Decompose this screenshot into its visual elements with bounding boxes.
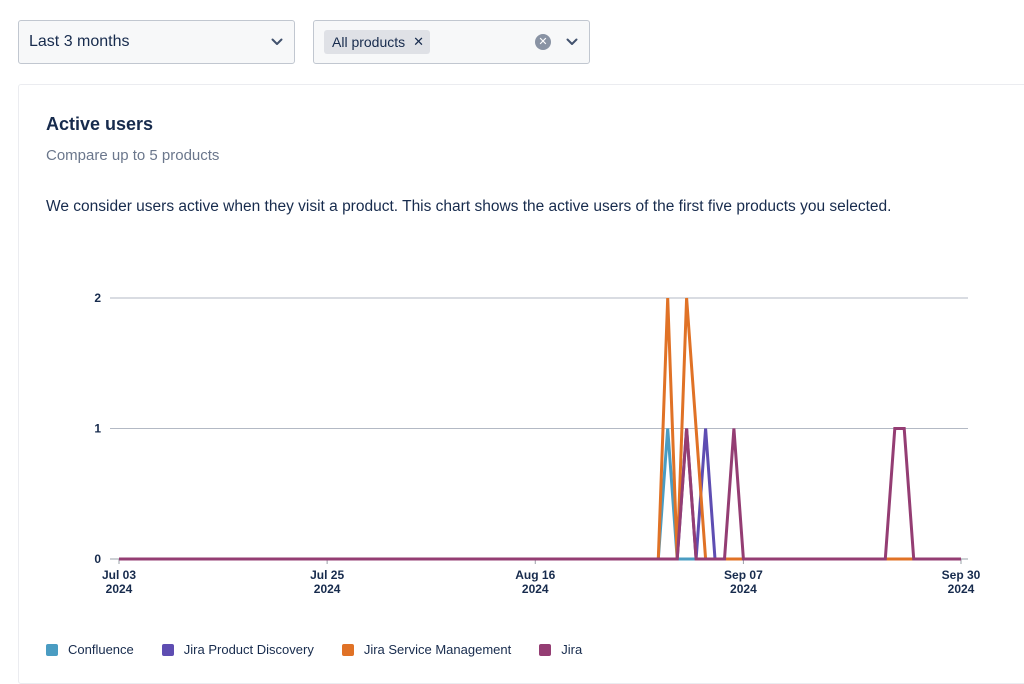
x-tick-label: Jul 25 (310, 568, 344, 582)
clear-selection-icon[interactable]: ✕ (535, 34, 551, 50)
legend-swatch (341, 643, 354, 656)
x-tick-label: Jul 03 (102, 568, 136, 582)
x-tick-year-label: 2024 (730, 582, 757, 596)
x-tick-year-label: 2024 (522, 582, 549, 596)
series-line-jira-service-management (119, 297, 961, 561)
card-subtitle: Compare up to 5 products (46, 147, 220, 164)
chevron-down-icon[interactable] (565, 35, 579, 49)
remove-tag-icon[interactable]: ✕ (413, 34, 425, 49)
series-line-confluence (119, 428, 961, 561)
series-line-jira-product-discovery (119, 428, 961, 561)
legend-label: Jira Product Discovery (183, 642, 314, 657)
product-tag: All products ✕ (324, 30, 431, 54)
legend-label: Jira Service Management (363, 642, 512, 657)
x-tick-label: Sep 07 (724, 568, 763, 582)
legend-swatch (539, 643, 552, 656)
legend-item: Jira Product Discovery (161, 642, 314, 657)
card-title: Active users (46, 114, 154, 134)
period-select-value: Last 3 months (29, 33, 130, 50)
x-tick-label: Sep 30 (942, 568, 981, 582)
y-tick-label: 2 (94, 291, 101, 305)
product-tag-label: All products (332, 34, 406, 50)
chart-legend: Confluence Jira Product Discovery Jira Ser… (46, 642, 610, 657)
x-tick-year-label: 2024 (948, 582, 975, 596)
legend-item: Confluence (46, 642, 134, 657)
y-tick-label: 0 (94, 552, 101, 566)
legend-item: Jira Service Management (341, 642, 512, 657)
period-select[interactable]: Last 3 months (18, 20, 295, 64)
product-select[interactable]: All products ✕ ✕ (313, 20, 590, 64)
x-tick-year-label: 2024 (314, 582, 341, 596)
x-tick-label: Aug 16 (515, 568, 555, 582)
y-tick-label: 1 (94, 422, 101, 436)
legend-item: Jira (539, 642, 582, 657)
chevron-down-icon[interactable] (270, 35, 284, 49)
legend-label: Jira (561, 642, 583, 657)
legend-swatch (46, 643, 58, 656)
legend-label: Confluence (68, 642, 134, 657)
x-tick-year-label: 2024 (106, 582, 133, 596)
card-description: We consider users active when they visit… (46, 198, 892, 215)
legend-swatch (161, 643, 174, 656)
series-line-jira (119, 427, 961, 561)
